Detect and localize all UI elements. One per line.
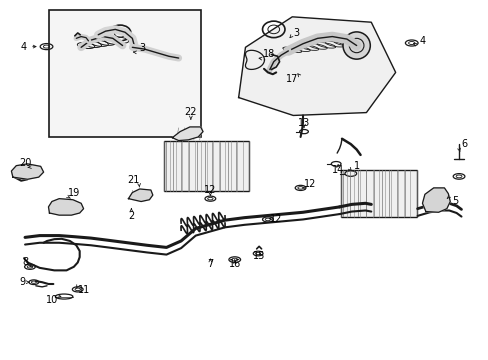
Text: 17: 17 (285, 73, 298, 84)
Text: 16: 16 (228, 259, 241, 269)
Text: 21: 21 (127, 175, 139, 185)
Bar (49, 10, 200, 137)
Polygon shape (422, 188, 449, 212)
Ellipse shape (342, 32, 369, 59)
Text: 15: 15 (252, 251, 265, 261)
Polygon shape (238, 17, 395, 116)
Text: 2: 2 (128, 211, 134, 221)
Bar (340, 170, 416, 217)
Text: 14: 14 (331, 165, 344, 175)
Ellipse shape (53, 201, 77, 213)
Text: 12: 12 (269, 214, 282, 224)
Text: 19: 19 (67, 188, 80, 198)
Polygon shape (48, 199, 83, 215)
Text: 4: 4 (21, 42, 27, 51)
Polygon shape (11, 164, 43, 179)
Text: 1: 1 (353, 161, 359, 171)
Text: 6: 6 (461, 139, 467, 149)
Text: 11: 11 (77, 285, 89, 295)
Text: 5: 5 (451, 196, 457, 206)
Text: 4: 4 (419, 36, 425, 46)
Text: 3: 3 (292, 28, 299, 38)
Text: 20: 20 (19, 158, 31, 168)
Bar (163, 141, 249, 192)
Text: 8: 8 (22, 257, 28, 267)
Text: 9: 9 (20, 277, 26, 287)
Text: 13: 13 (297, 118, 309, 128)
Text: 10: 10 (46, 295, 58, 305)
Text: 22: 22 (184, 107, 197, 117)
Text: 7: 7 (207, 259, 213, 269)
Text: 3: 3 (139, 43, 145, 53)
Polygon shape (128, 189, 153, 202)
Text: 12: 12 (204, 185, 216, 195)
Text: 12: 12 (304, 179, 316, 189)
Text: 18: 18 (262, 49, 274, 59)
Polygon shape (172, 127, 203, 140)
